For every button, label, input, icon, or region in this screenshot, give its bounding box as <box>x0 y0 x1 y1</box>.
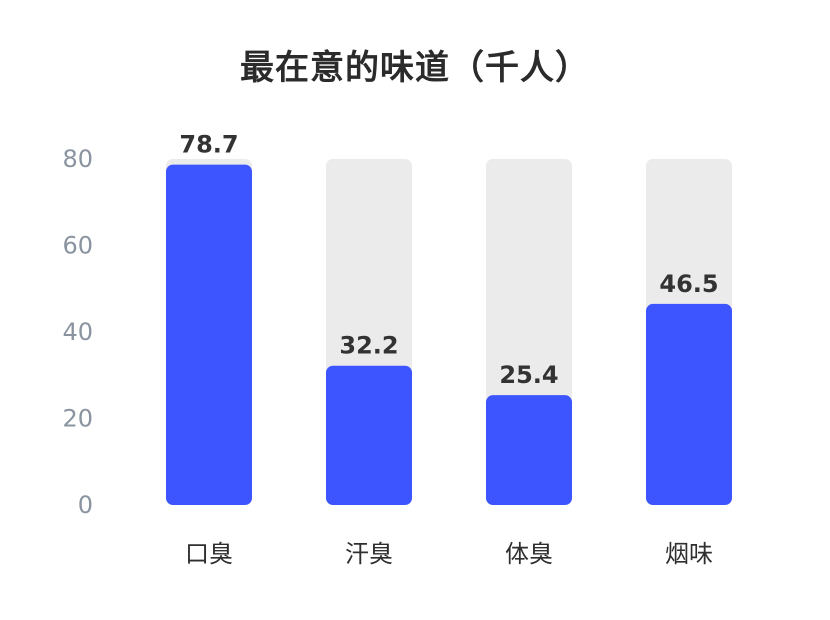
category-label: 体臭 <box>505 540 553 568</box>
bar <box>166 164 252 505</box>
data-label: 25.4 <box>499 361 558 389</box>
data-label: 32.2 <box>339 332 398 360</box>
data-label: 46.5 <box>659 270 718 298</box>
category-label: 口臭 <box>185 540 233 568</box>
category-label: 烟味 <box>665 540 713 568</box>
value-labels: 78.7 32.2 25.4 46.5 <box>179 131 718 390</box>
bars <box>166 159 732 505</box>
y-tick-label: 40 <box>62 318 93 346</box>
y-tick-label: 20 <box>62 405 93 433</box>
bar <box>486 395 572 505</box>
bar <box>326 365 412 505</box>
y-axis: 0 20 40 60 80 <box>62 145 93 519</box>
x-axis: 口臭 汗臭 体臭 烟味 <box>185 540 713 568</box>
y-tick-label: 60 <box>62 232 93 260</box>
y-tick-label: 0 <box>78 491 93 519</box>
chart-title: 最在意的味道（千人） <box>240 48 590 88</box>
category-label: 汗臭 <box>345 540 393 568</box>
data-label: 78.7 <box>179 131 238 159</box>
bar <box>646 303 732 505</box>
y-tick-label: 80 <box>62 145 93 173</box>
